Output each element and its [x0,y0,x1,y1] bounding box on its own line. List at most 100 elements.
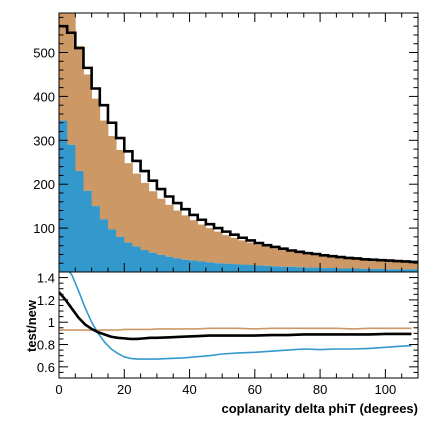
blue-bar [409,269,418,272]
y-tick-label: 0.8 [37,338,55,353]
blue-bar [214,263,223,272]
x-tick-label: 80 [313,382,327,397]
tan-bar [385,261,394,270]
tan-bar [67,13,76,145]
blue-bar [262,265,272,272]
black-ratio-line [59,291,412,341]
blue-bar [238,264,248,272]
top-histogram-panel: 100 200 300 400 500 [33,12,419,273]
y-tick-label: 500 [33,46,55,61]
y-tick-label: 1.2 [37,293,55,308]
blue-bar [401,269,411,272]
tan-bar [377,260,386,269]
tan-bar [83,74,93,191]
blue-bar [116,236,125,272]
tan-bar [230,237,239,265]
blue-ratio-line [68,272,412,360]
blue-bar [75,171,84,272]
y-tick-label: 300 [33,133,55,148]
tan-bar [205,228,215,263]
tan-bar [156,198,166,255]
tan-bar [311,254,321,268]
x-tick-label: 40 [182,382,196,397]
blue-bar [328,268,337,272]
bottom-plot-area [59,272,412,360]
blue-bar [197,261,207,272]
blue-bar [246,264,256,272]
tan-bar [320,255,329,269]
blue-bar [393,269,403,272]
step-histogram-line [59,24,418,264]
blue-bar [295,267,305,272]
tan-bar [262,246,272,266]
tan-bar [189,220,199,261]
x-tick-label: 20 [117,382,131,397]
tan-bar [181,215,190,260]
tan-bar [303,253,313,268]
tan-bar [214,231,223,264]
blue-bar [287,266,297,272]
y-tick-label: 200 [33,177,55,192]
blue-bar [303,267,313,272]
tan-bar [409,262,418,270]
tan-bar [140,182,150,251]
blue-bar [344,268,354,272]
blue-bar [99,219,109,272]
blue-bar [254,265,264,272]
tan-bar [246,242,256,265]
tan-bar [197,224,207,262]
blue-bar [165,256,174,272]
blue-bar [67,144,76,272]
blue-bar [271,266,280,272]
blue-bar [59,120,68,272]
tan-bar [165,204,174,257]
tan-ratio-line [59,327,412,331]
y-tick-label: 1 [48,315,55,330]
y-axis-title: test/new [24,299,39,352]
blue-bar [107,229,117,272]
blue-bar [336,268,345,272]
tan-bar [393,261,403,270]
blue-bar [377,268,386,272]
y-tick-label: 400 [33,89,55,104]
blue-bar [385,269,394,272]
tan-bar [222,235,231,264]
tan-bar [107,135,117,230]
tan-bar [99,120,109,220]
tan-bar [124,163,133,243]
tan-bar [59,13,68,121]
bottom-frame [58,271,419,379]
tan-bar [279,250,288,267]
x-axis-title: coplanarity delta phiT (degrees) [222,401,419,416]
y-tick-label: 0.6 [37,360,55,375]
tan-bar [271,248,280,267]
tan-bar [132,173,141,247]
blue-bar [222,263,231,272]
tan-bar [401,262,411,270]
tan-bar [173,210,182,259]
y-tick-label: 1.4 [37,271,55,286]
tan-bar [295,252,305,268]
blue-bar [83,190,93,272]
blue-bar [230,264,239,272]
tan-bar [352,258,362,269]
blue-bar [369,268,378,272]
tan-bar [369,260,378,269]
blue-bar [320,268,329,272]
blue-bar [181,259,190,272]
tan-bar [75,45,84,172]
tan-bar [336,257,345,269]
blue-bar [140,250,150,272]
tan-bar [148,191,158,253]
top-plot-area [59,13,418,272]
tan-bar [116,149,125,237]
blue-bar [132,246,141,272]
x-tick-label: 0 [55,382,62,397]
tan-bar [238,240,248,265]
blue-bar [91,206,101,272]
tan-bar [360,259,370,269]
blue-bar [189,260,199,272]
blue-bar [352,268,362,272]
x-tick-label: 100 [375,382,397,397]
